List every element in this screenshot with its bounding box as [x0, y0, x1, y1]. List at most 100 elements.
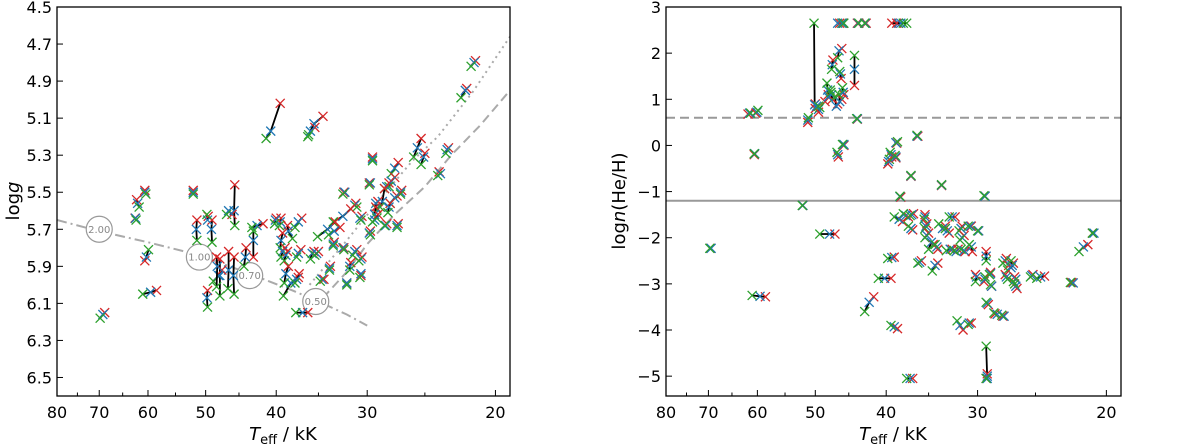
star-fit-group	[354, 268, 366, 283]
green-cross-marker	[291, 252, 302, 263]
green-cross-marker	[201, 209, 212, 220]
contour-label-circle	[185, 243, 213, 271]
red-cross-marker	[981, 246, 992, 257]
blue-cross-marker	[355, 268, 366, 279]
y-tick-label: 6.3	[27, 331, 52, 350]
star-fit-group	[382, 198, 396, 218]
blue-cross-marker	[280, 268, 291, 279]
green-cross-marker	[134, 202, 145, 213]
star-fit-group	[137, 285, 162, 300]
x-tick-label: 40	[266, 403, 286, 422]
green-cross-marker	[416, 159, 427, 170]
red-cross-marker	[275, 98, 286, 109]
green-cross-marker	[941, 245, 952, 256]
star-fit-group	[229, 179, 240, 231]
green-cross-marker	[851, 113, 862, 124]
blue-cross-marker	[920, 221, 931, 232]
star-fit-group	[996, 310, 1010, 322]
green-cross-marker	[1074, 246, 1084, 257]
green-cross-marker	[238, 261, 249, 272]
green-cross-marker	[131, 215, 142, 225]
green-cross-marker	[1025, 271, 1036, 282]
y-tick-label: 0	[651, 136, 661, 155]
star-fit-group	[979, 190, 991, 202]
green-cross-marker	[344, 265, 355, 275]
blue-cross-marker	[280, 250, 291, 261]
star-fit-group	[984, 267, 996, 280]
green-cross-marker	[859, 306, 870, 317]
star-fit-group	[130, 213, 142, 225]
green-cross-marker	[341, 279, 352, 290]
fit-link-line	[813, 23, 817, 108]
blue-cross-marker	[270, 215, 281, 225]
green-cross-marker	[933, 218, 944, 229]
red-cross-marker	[393, 157, 404, 168]
blue-cross-marker	[706, 243, 717, 254]
green-cross-marker	[882, 253, 893, 264]
star-fit-group	[1065, 277, 1079, 288]
y-tick-label: 3	[651, 0, 661, 17]
reference-line-dotted	[308, 36, 510, 286]
red-cross-marker	[985, 267, 996, 278]
x-tick-label: 60	[138, 403, 158, 422]
x-tick-label: 80	[656, 403, 676, 422]
green-cross-marker	[826, 64, 837, 75]
green-cross-marker	[303, 129, 314, 140]
red-cross-marker	[372, 209, 383, 220]
star-fit-group	[940, 223, 955, 239]
red-cross-marker	[970, 269, 981, 280]
green-cross-marker	[936, 179, 947, 190]
red-cross-marker	[345, 203, 356, 214]
star-fit-group	[912, 130, 923, 142]
green-cross-marker	[290, 307, 301, 318]
green-cross-marker	[1009, 278, 1020, 289]
red-cross-marker	[241, 242, 252, 253]
star-fit-group	[191, 215, 202, 246]
star-fit-group	[364, 178, 376, 190]
blue-cross-marker	[141, 252, 152, 263]
green-cross-marker	[837, 139, 848, 150]
green-cross-marker	[903, 221, 914, 232]
blue-cross-marker	[981, 251, 992, 262]
star-fit-group	[364, 226, 376, 240]
plot-area	[666, 18, 1121, 384]
green-cross-marker	[901, 373, 912, 384]
fit-link-line	[215, 257, 219, 287]
blue-cross-marker	[252, 220, 263, 231]
red-cross-marker	[151, 285, 162, 296]
contour-label: 2.00	[88, 225, 110, 236]
red-cross-marker	[216, 265, 227, 275]
x-tick-label: 50	[195, 403, 215, 422]
green-cross-marker	[890, 150, 901, 161]
blue-cross-marker	[283, 226, 294, 237]
green-cross-marker	[981, 373, 992, 384]
star-fit-group	[963, 221, 977, 232]
blue-cross-marker	[377, 196, 388, 207]
green-cross-marker	[704, 243, 715, 254]
y-tick-label: 5.1	[27, 109, 52, 128]
green-cross-marker	[365, 229, 376, 240]
green-cross-marker	[143, 244, 154, 255]
star-fit-group	[228, 252, 240, 300]
green-cross-marker	[337, 189, 348, 200]
star-fit-group	[859, 291, 879, 317]
red-cross-marker	[966, 318, 977, 329]
star-fit-group	[901, 373, 918, 384]
star-fit-group	[956, 244, 971, 257]
contour-label: 1.00	[188, 253, 210, 264]
star-fit-group	[201, 285, 213, 313]
green-cross-marker	[207, 237, 217, 248]
axes-frame	[665, 6, 1122, 397]
blue-cross-marker	[341, 278, 352, 288]
blue-cross-marker	[889, 321, 900, 332]
red-cross-marker	[229, 179, 240, 190]
star-fit-group	[859, 18, 872, 29]
star-fit-group	[797, 200, 808, 211]
red-cross-marker	[1001, 253, 1012, 264]
blue-cross-marker	[337, 211, 348, 222]
star-fit-group	[408, 133, 427, 163]
axes-frame	[56, 6, 511, 397]
blue-cross-marker	[328, 239, 339, 250]
star-fit-group	[750, 105, 763, 119]
